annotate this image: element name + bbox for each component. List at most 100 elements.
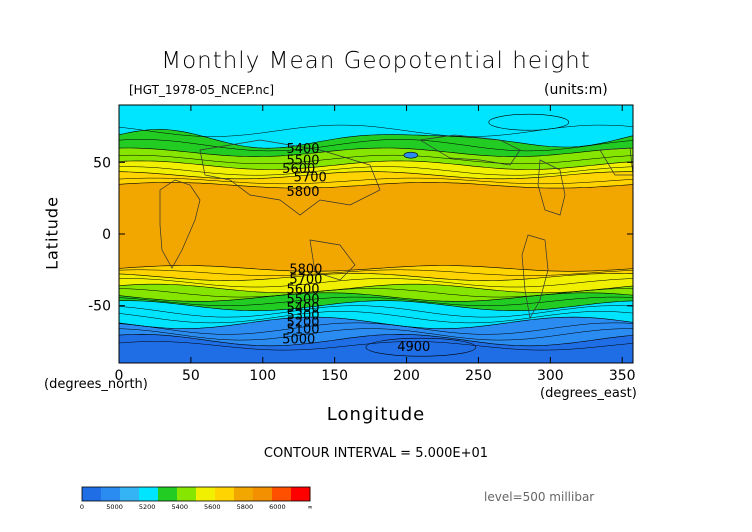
colorbar-swatch [234, 487, 254, 501]
coastline [537, 159, 566, 216]
low-contour [365, 337, 477, 357]
x-tick-label: 0 [115, 368, 124, 384]
colorbar-swatch [101, 487, 121, 501]
x-tick-label: 150 [321, 368, 348, 384]
contour-line [119, 129, 633, 149]
contour-label: 5600 [286, 282, 319, 297]
contour-line [119, 333, 633, 347]
contour-line [119, 296, 633, 306]
colorbar-swatch [253, 487, 273, 501]
y-axis-units: (degrees_north) [44, 377, 148, 392]
contour-line [119, 283, 633, 294]
coastline [418, 134, 521, 166]
contour-line [119, 300, 633, 311]
color-band [119, 317, 633, 346]
color-band [119, 160, 633, 179]
file-label: [HGT_1978-05_NCEP.nc] [129, 83, 275, 97]
coastline [521, 234, 549, 320]
colorbar-frame [81, 486, 311, 502]
colorbar-swatch [82, 487, 102, 501]
contour-label: 5600 [282, 162, 315, 177]
colorbar-tick-label: 5200 [139, 503, 156, 511]
colorbar-swatch [177, 487, 197, 501]
x-tick-label: 250 [465, 368, 492, 384]
plot-area: 5400550056005700580058005700560055005400… [119, 105, 633, 363]
coastline [159, 179, 201, 269]
contour-label: 5400 [286, 301, 319, 316]
contour-line [119, 273, 633, 281]
color-band [119, 182, 633, 272]
contour-line [119, 278, 633, 288]
colorbar-swatch [272, 487, 292, 501]
contour-line [119, 171, 633, 180]
contour-line [119, 147, 633, 157]
contour-label: 5700 [289, 272, 322, 287]
contour-line [119, 265, 633, 272]
colorbar-swatch [158, 487, 178, 501]
axes-overlay: 0 50 100 150 200 250 300 350 50 0 -50 [88, 104, 636, 384]
contour-interval-text: CONTOUR INTERVAL = 5.000E+01 [263, 446, 489, 461]
contour-line [119, 177, 633, 185]
contour-line [119, 288, 633, 298]
contour-line [119, 305, 633, 318]
contour-label: 5500 [286, 153, 319, 168]
colorbar-tick-label: 5400 [171, 503, 188, 511]
contour-label: 5000 [282, 333, 315, 348]
x-tick-label: 350 [609, 368, 636, 384]
color-band [119, 300, 633, 329]
coastline [199, 139, 381, 216]
low-contour [403, 151, 419, 159]
coastline [309, 239, 356, 281]
contour-line [119, 154, 633, 165]
colorbar-swatch [196, 487, 216, 501]
colorbar-tick-label: 5800 [237, 503, 254, 511]
chart-title: Monthly Mean Geopotential height [161, 48, 591, 74]
contour-label: 5200 [286, 315, 319, 330]
colorbar-tick-label: 5600 [204, 503, 221, 511]
contour-label: 5100 [286, 323, 319, 338]
contour-label: 5800 [286, 185, 319, 200]
contour-label: 5300 [286, 308, 319, 323]
x-axis-label-text: Longitude [326, 404, 426, 425]
coastline [599, 147, 633, 176]
contour-line [119, 328, 633, 341]
color-band [119, 334, 633, 363]
x-tick-label: 300 [537, 368, 564, 384]
contour-label: 5700 [294, 171, 327, 186]
x-axis-units: (degrees_east) [540, 386, 637, 401]
contour-label: 5400 [286, 142, 319, 157]
contour-line [119, 160, 633, 170]
y-tick-label: -50 [88, 299, 111, 315]
colorbar-swatch [291, 487, 311, 501]
contour-line [119, 341, 633, 351]
colorbar-tick-label: 6000 [269, 503, 286, 511]
contour-line [119, 322, 633, 335]
color-band [119, 265, 633, 281]
colorbar-swatch [215, 487, 235, 501]
contour-label: 5800 [289, 262, 322, 277]
x-tick-label: 50 [182, 368, 200, 384]
contour-line [119, 269, 633, 276]
colorbar-tick-label: 0 [80, 503, 84, 511]
color-band [119, 292, 633, 311]
y-tick-label: 0 [102, 227, 111, 243]
colorbar-tick-label: 5000 [106, 503, 123, 511]
colorbar-tick-label: ∞ [307, 503, 312, 511]
contour-line [119, 311, 633, 324]
units-label: (units:m) [544, 82, 608, 98]
y-tick-label: 50 [93, 155, 111, 171]
color-band [119, 273, 633, 293]
contour-label: 5500 [286, 293, 319, 308]
colorbar: 0 5000 5200 5400 5600 5800 6000 ∞ [80, 486, 313, 511]
contour-line [119, 316, 633, 329]
low-contour [488, 113, 570, 131]
x-tick-label: 200 [393, 368, 420, 384]
contour-line [119, 139, 633, 152]
colorbar-swatch [139, 487, 159, 501]
x-tick-label: 100 [249, 368, 276, 384]
x-axis-label: Longitude [0, 404, 752, 425]
contour-line [119, 166, 633, 176]
colorbar-swatch [120, 487, 140, 501]
level-text: level=500 millibar [484, 490, 595, 504]
